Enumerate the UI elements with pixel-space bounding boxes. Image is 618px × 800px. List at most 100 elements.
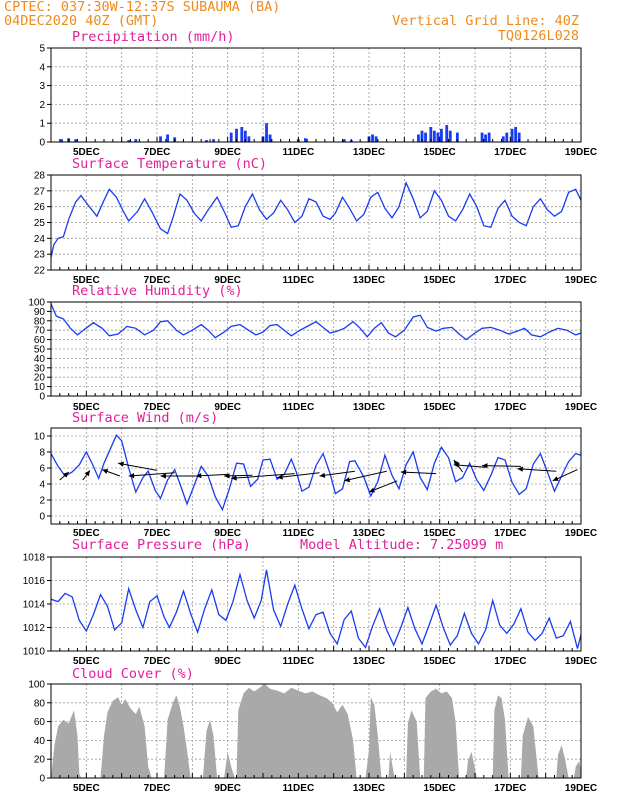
wind-xtick-label: 5DEC <box>73 528 100 539</box>
wind-title: Surface Wind (m/s) <box>72 410 218 426</box>
wind-arrow-head <box>277 474 283 480</box>
precip-bar <box>432 130 436 142</box>
rh-xtick-label: 5DEC <box>73 402 100 413</box>
precip-xtick-label: 15DEC <box>424 147 456 158</box>
wind-arrow-head <box>319 472 326 478</box>
temp-ytick-label: 26 <box>34 202 46 213</box>
pres-subtitle: Model Altitude: 7.25099 m <box>300 537 503 553</box>
precip-bar <box>304 138 307 142</box>
rh-ytick-label: 30 <box>34 363 46 374</box>
precip-bar <box>247 136 251 142</box>
precip-bar <box>440 128 443 142</box>
pres-xtick-label: 7DEC <box>144 656 171 667</box>
cloud-ytick-label: 20 <box>34 755 46 766</box>
cloud-xtick-label: 9DEC <box>214 783 241 794</box>
wind-arrow-head <box>517 466 523 472</box>
rh-ytick-label: 0 <box>39 392 45 403</box>
temp-xtick-label: 15DEC <box>424 275 456 286</box>
precip-bar <box>448 130 452 142</box>
pres-xtick-label: 13DEC <box>353 656 385 667</box>
wind-xtick-label: 17DEC <box>494 528 526 539</box>
precip-bar <box>417 134 420 142</box>
wind-ytick-label: 2 <box>39 496 45 507</box>
cloud-panel: Cloud Cover (%) 0 20 40 60 80 100 5DEC 7DEC 9DEC 1… <box>28 666 597 794</box>
precip-bar <box>420 130 424 142</box>
cloud-xtick-label: 15DEC <box>424 783 456 794</box>
rh-ytick-label: 60 <box>34 335 46 346</box>
precip-bar <box>74 139 78 142</box>
temp-xtick-label: 7DEC <box>144 275 171 286</box>
wind-arrow-shaft <box>517 468 557 472</box>
wind-arrow-shaft <box>319 470 355 477</box>
rh-ytick-label: 70 <box>34 326 46 337</box>
cloud-ytick-label: 100 <box>28 680 45 691</box>
temp-ytick-label: 24 <box>34 234 46 245</box>
wind-ytick-label: 8 <box>39 448 45 459</box>
cloud-xtick-label: 13DEC <box>353 783 385 794</box>
wind-xtick-label: 13DEC <box>353 528 385 539</box>
precip-ytick-label: 1 <box>39 119 45 130</box>
rh-xtick-label: 19DEC <box>565 402 597 413</box>
temp-xtick-label: 9DEC <box>214 275 241 286</box>
cloud-xtick-label: 5DEC <box>73 783 100 794</box>
wind-ytick-label: 0 <box>39 512 45 523</box>
precip-bar <box>60 139 63 142</box>
rh-ytick-label: 10 <box>34 382 46 393</box>
header-station: CPTEC: 037:30W-12:37S SUBAUMA (BA) <box>4 0 280 15</box>
precip-bar <box>342 139 346 142</box>
precip-bar <box>510 128 514 142</box>
precip-bar <box>501 136 505 142</box>
wind-xtick-label: 11DEC <box>282 528 314 539</box>
wind-panel: Surface Wind (m/s) 0 2 4 6 8 10 5DEC 7DEC 9DEC 11D… <box>34 410 597 539</box>
wind-series-line <box>51 434 581 512</box>
rh-ytick-label: 20 <box>34 373 46 384</box>
rh-xtick-label: 11DEC <box>282 402 314 413</box>
header-run-date: 04DEC2020 40Z (GMT) <box>4 13 158 29</box>
rh-ytick-label: 40 <box>34 354 46 365</box>
precip-ytick-label: 4 <box>39 62 45 73</box>
pres-ytick-label: 1012 <box>23 623 46 634</box>
temp-ytick-label: 23 <box>34 250 46 261</box>
precip-bar <box>484 134 487 142</box>
temp-panel: Surface Temperature (nC) 22 23 24 25 26 27 28 5D… <box>34 156 597 286</box>
wind-xtick-label: 7DEC <box>144 528 171 539</box>
wind-arrow-head <box>400 469 407 475</box>
wind-xtick-label: 19DEC <box>565 528 597 539</box>
precip-bar <box>371 134 374 142</box>
temp-ytick-label: 25 <box>34 218 46 229</box>
precip-bar <box>166 134 169 142</box>
wind-arrow-head <box>552 476 559 481</box>
rh-ytick-label: 90 <box>34 307 46 318</box>
precip-xtick-label: 9DEC <box>214 147 241 158</box>
wind-arrow-head <box>482 463 488 469</box>
pres-panel: Surface Pressure (hPa) Model Altitude: 7.… <box>23 537 597 667</box>
precip-bar <box>243 130 247 142</box>
rh-xtick-label: 13DEC <box>353 402 385 413</box>
wind-ytick-label: 6 <box>39 464 45 475</box>
wind-arrow-head <box>344 477 351 483</box>
temp-xtick-label: 19DEC <box>565 275 597 286</box>
precip-bar <box>487 132 491 142</box>
wind-arrow-shaft <box>231 473 295 479</box>
wind-arrow-head <box>102 469 109 474</box>
pres-ytick-label: 1010 <box>23 647 46 658</box>
cloud-xtick-label: 11DEC <box>282 783 314 794</box>
precip-bar <box>505 132 509 142</box>
precip-bar <box>429 126 433 142</box>
wind-ytick-label: 4 <box>39 480 45 491</box>
temp-title: Surface Temperature (nC) <box>72 156 267 172</box>
precip-panel: Precipitation (mm/h) 0 1 2 3 4 5 5DEC 7DEC 9DEC 11… <box>39 29 597 158</box>
wind-xtick-label: 15DEC <box>424 528 456 539</box>
precip-bar <box>517 132 521 142</box>
precip-ytick-label: 2 <box>39 100 45 111</box>
precip-frame <box>50 47 582 143</box>
precip-xtick-label: 13DEC <box>353 147 385 158</box>
precip-bar <box>229 132 233 142</box>
precip-xtick-label: 7DEC <box>144 147 171 158</box>
cloud-xtick-label: 19DEC <box>565 783 597 794</box>
pres-xtick-label: 15DEC <box>424 656 456 667</box>
wind-arrow-head <box>195 473 202 479</box>
precip-ytick-label: 3 <box>39 81 45 92</box>
precip-ytick-label: 0 <box>39 138 45 149</box>
